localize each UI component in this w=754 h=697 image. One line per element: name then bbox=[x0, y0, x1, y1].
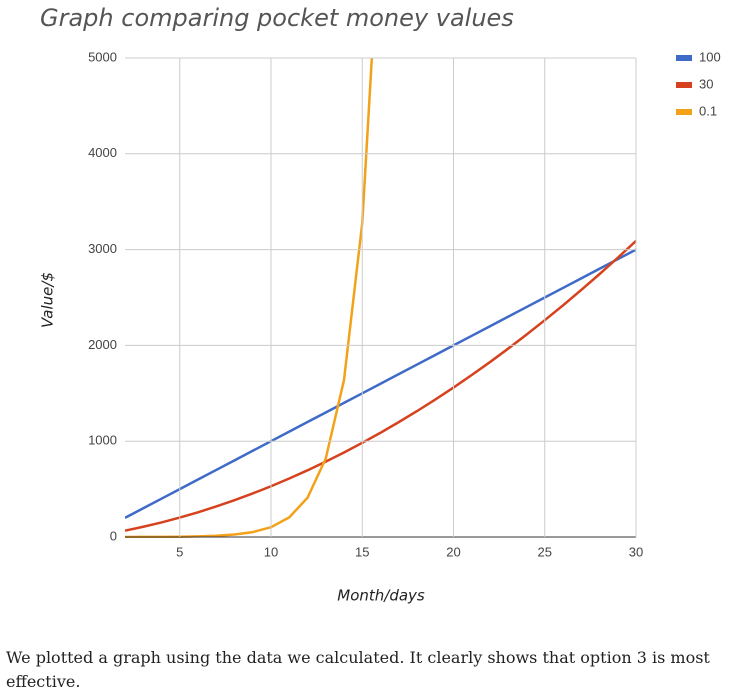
y-tick-label: 2000 bbox=[88, 337, 117, 352]
x-tick-label: 25 bbox=[538, 544, 552, 559]
chart-title: Graph comparing pocket money values bbox=[40, 4, 514, 32]
x-axis-label: Month/days bbox=[337, 587, 425, 605]
series-line bbox=[125, 240, 637, 532]
y-axis-label: Value/$ bbox=[39, 272, 57, 328]
x-tick-label: 15 bbox=[355, 544, 369, 559]
legend-swatch bbox=[676, 55, 692, 61]
y-tick-label: 3000 bbox=[88, 241, 117, 256]
series-line bbox=[125, 58, 374, 538]
x-tick-label: 20 bbox=[446, 544, 460, 559]
legend-label: 30 bbox=[699, 76, 713, 91]
y-tick-label: 1000 bbox=[88, 433, 117, 448]
legend-label: 100 bbox=[699, 49, 721, 64]
x-tick-label: 30 bbox=[629, 544, 643, 559]
y-tick-label: 4000 bbox=[88, 145, 117, 160]
legend-swatch bbox=[676, 109, 692, 115]
legend-swatch bbox=[676, 82, 692, 88]
chart: Graph comparing pocket money values Valu… bbox=[39, 4, 721, 605]
plot-area bbox=[125, 58, 637, 538]
legend-label: 0.1 bbox=[699, 103, 717, 118]
caption-text: We plotted a graph using the data we cal… bbox=[6, 648, 710, 691]
series-line bbox=[125, 248, 637, 519]
x-tick-label: 5 bbox=[176, 544, 183, 559]
y-tick-label: 0 bbox=[110, 528, 117, 543]
y-tick-label: 5000 bbox=[88, 49, 117, 64]
x-tick-label: 10 bbox=[264, 544, 278, 559]
